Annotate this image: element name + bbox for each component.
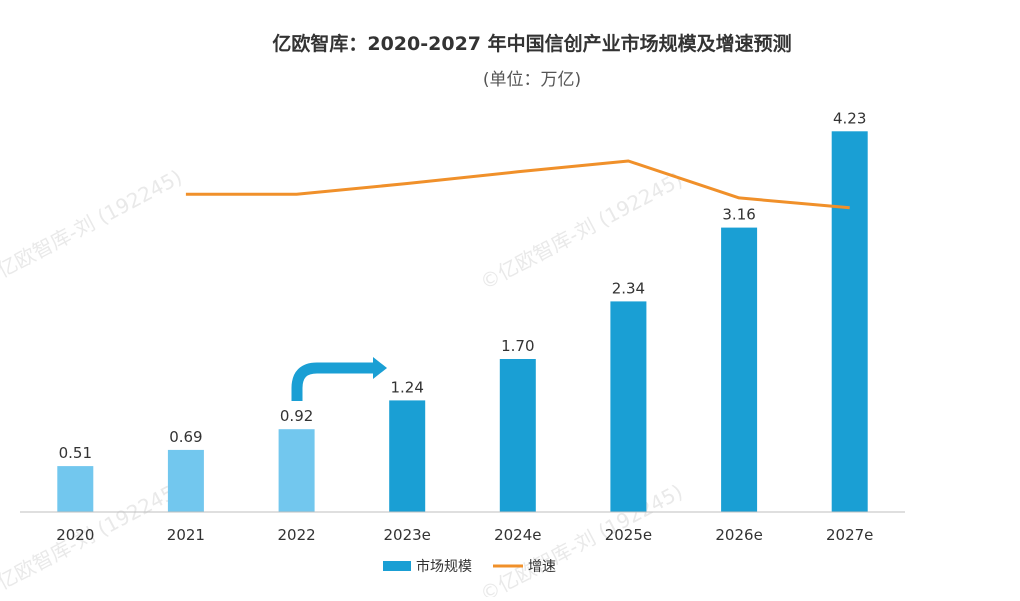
x-tick-label-2022: 2022	[278, 526, 316, 544]
growth-line	[185, 159, 850, 210]
bar-2020	[57, 466, 94, 512]
bar-2024e	[499, 359, 536, 512]
x-tick-label-2024e: 2024e	[494, 526, 541, 544]
growth-line-series	[185, 159, 850, 210]
bar-2026e	[721, 227, 758, 512]
bar-2025e	[610, 301, 647, 512]
bar-value-label-2020: 0.51	[59, 444, 92, 462]
x-axis-tick-labels: 2020 2021 2022 2023e 2024e 2025e 2026e 2027e	[56, 526, 873, 544]
bar-2023e	[389, 400, 426, 512]
x-tick-label-2027e: 2027e	[826, 526, 873, 544]
highlight-arrow-body	[291, 362, 375, 401]
x-tick-label-2026e: 2026e	[715, 526, 762, 544]
bar-series	[57, 131, 868, 513]
highlight-arrow	[291, 357, 387, 401]
x-tick-label-2025e: 2025e	[605, 526, 652, 544]
x-tick-label-2021: 2021	[167, 526, 205, 544]
watermark-layer: 亿欧智库-刘 (192245) ©亿欧智库-刘 (192245) 亿欧智库-刘 …	[0, 165, 686, 601]
chart-title: 亿欧智库：2020-2027 年中国信创产业市场规模及增速预测	[272, 32, 791, 55]
bar-value-label-2021: 0.69	[169, 428, 202, 446]
legend-label-market-size: 市场规模	[416, 558, 472, 575]
highlight-arrow-head	[373, 357, 387, 379]
bar-2027e	[831, 131, 868, 513]
watermark-1: 亿欧智库-刘 (192245)	[0, 165, 186, 283]
bar-value-label-2025e: 2.34	[612, 279, 645, 297]
watermark-2: ©亿欧智库-刘 (192245)	[476, 167, 686, 294]
bar-2021	[167, 449, 204, 512]
bar-2022	[278, 429, 315, 512]
chart-subtitle: (单位：万亿)	[483, 70, 581, 90]
bar-value-label-2022: 0.92	[280, 407, 313, 425]
bar-value-labels: 0.51 0.69 0.92 1.24 1.70 2.34 3.16 4.23	[59, 109, 867, 462]
bar-value-label-2024e: 1.70	[501, 337, 534, 355]
bar-value-label-2026e: 3.16	[722, 206, 755, 224]
bar-value-label-2023e: 1.24	[390, 378, 423, 396]
bar-value-label-2027e: 4.23	[833, 109, 866, 127]
x-tick-label-2020: 2020	[56, 526, 94, 544]
legend: 市场规模 增速	[383, 558, 556, 575]
x-tick-label-2023e: 2023e	[383, 526, 430, 544]
legend-swatch-market-size	[383, 561, 411, 571]
legend-label-growth: 增速	[528, 559, 556, 575]
